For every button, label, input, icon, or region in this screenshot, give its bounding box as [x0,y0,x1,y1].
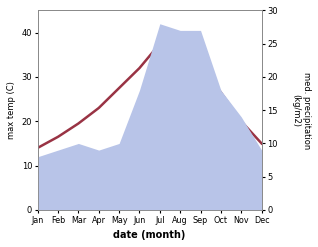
Y-axis label: med. precipitation
(kg/m2): med. precipitation (kg/m2) [292,72,311,149]
X-axis label: date (month): date (month) [114,230,186,240]
Y-axis label: max temp (C): max temp (C) [7,81,16,139]
